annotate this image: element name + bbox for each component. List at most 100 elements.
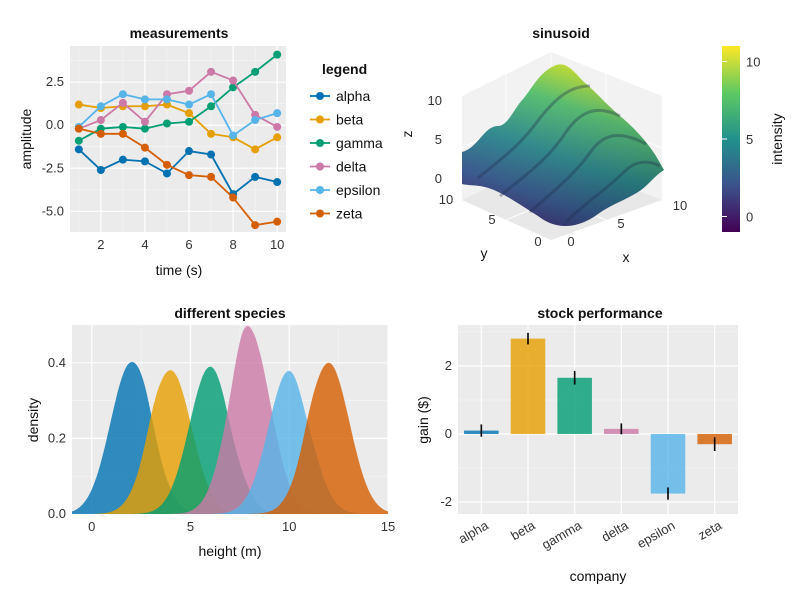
series-line-gamma [78, 53, 278, 142]
surface-x-ticks: 0 5 10 [567, 198, 687, 249]
surface-zlabel: z [399, 131, 415, 138]
y-tick-label: 0.4 [48, 355, 66, 370]
data-point-beta [273, 133, 282, 142]
y-tick-label: 0 [445, 426, 452, 441]
measurements-title: measurements [130, 25, 229, 41]
y-tick-label: -2.5 [42, 160, 64, 175]
y-tick-label: 2 [445, 358, 452, 373]
data-point-zeta [96, 129, 105, 138]
data-point-delta [118, 98, 127, 107]
data-point-gamma [162, 119, 171, 128]
colorbar-tick-label: 5 [746, 132, 753, 147]
data-point-zeta [74, 124, 83, 133]
data-point-gamma [140, 124, 149, 133]
data-point-zeta [162, 160, 171, 169]
species-title: different species [174, 305, 285, 321]
legend-label-epsilon: epsilon [336, 182, 380, 198]
data-point-gamma [207, 102, 216, 111]
data-point-alpha [96, 166, 105, 174]
data-point-zeta [251, 221, 260, 230]
colorbar [722, 46, 740, 232]
data-point-gamma [118, 122, 127, 131]
data-point-zeta [118, 129, 127, 138]
surface-xlabel: x [623, 249, 630, 265]
x-tick-label-zeta: zeta [695, 517, 724, 543]
surface-shading [462, 64, 664, 227]
measurements-lines [74, 50, 282, 230]
x-tick-label: 8 [229, 237, 236, 252]
series-line-delta [78, 70, 278, 130]
density-area-delta [72, 325, 388, 514]
data-point-beta [251, 145, 260, 154]
data-point-epsilon [207, 90, 216, 99]
data-point-zeta [229, 193, 238, 202]
y-tick-label: 0.0 [48, 506, 66, 521]
data-point-alpha [273, 178, 282, 187]
x-tick-label: 10 [282, 519, 296, 534]
data-point-delta [96, 116, 105, 125]
x-tick-label: 4 [141, 237, 148, 252]
data-point-zeta [140, 143, 149, 152]
data-point-delta [185, 86, 194, 95]
species-ylabel: density [25, 398, 41, 442]
x-tick-label: 2 [97, 237, 104, 252]
stock-plot-area [458, 325, 738, 514]
data-point-gamma [273, 50, 282, 59]
data-point-gamma [251, 67, 260, 76]
y-tick-label: -5.0 [42, 203, 64, 218]
legend-label-zeta: zeta [336, 206, 363, 222]
surface-ridges [477, 84, 661, 224]
data-point-zeta [207, 172, 216, 181]
species-areas [72, 325, 388, 514]
x-tick-label: 0 [88, 519, 95, 534]
y-tick-label: 0.2 [48, 430, 66, 445]
colorbar-tick-label: 10 [746, 55, 760, 70]
x-tick-label: 0 [567, 234, 574, 249]
data-point-beta [207, 129, 216, 138]
x-tick-label: 5 [617, 216, 624, 231]
data-point-delta [207, 67, 216, 76]
density-area-beta [72, 370, 388, 514]
x-tick-label: 15 [381, 519, 395, 534]
measurements-plot-area [70, 46, 286, 232]
z-tick-label: 5 [435, 132, 442, 147]
y-tick-label: 0 [534, 234, 541, 249]
y-tick-label: -2 [440, 494, 452, 509]
sinusoid-title: sinusoid [532, 25, 590, 41]
x-tick-label: 6 [185, 237, 192, 252]
data-point-epsilon [162, 95, 171, 104]
stock-panel: stock performance 2 0 -2 alpha beta gamma delt… [415, 305, 738, 584]
data-point-alpha [74, 145, 83, 154]
surface-ylabel: y [481, 245, 488, 261]
legend-title: legend [322, 61, 367, 77]
data-point-alpha [207, 150, 216, 159]
legend-label-gamma: gamma [336, 135, 383, 151]
data-point-alpha [140, 157, 149, 166]
data-point-beta [74, 100, 83, 109]
legend-key-point [316, 209, 324, 218]
series-line-alpha [78, 148, 278, 196]
series-line-beta [78, 103, 278, 151]
measurements-panel: measurements 2 4 6 8 10 2.5 0.0 -2.5 -5.0 time (… [18, 25, 383, 278]
data-point-gamma [229, 83, 238, 92]
bar-epsilon [650, 433, 686, 494]
data-point-zeta [185, 171, 194, 180]
stock-bars [464, 332, 732, 500]
y-tick-label: 0.0 [46, 117, 64, 132]
data-point-gamma [185, 117, 194, 126]
y-tick-label: 5 [488, 212, 495, 227]
data-point-delta [229, 76, 238, 85]
x-tick-label: 10 [673, 198, 687, 213]
data-point-epsilon [185, 100, 194, 109]
x-tick-label-delta: delta [599, 517, 632, 544]
stock-title: stock performance [537, 305, 662, 321]
data-point-alpha [251, 172, 260, 181]
data-point-delta [273, 122, 282, 131]
bar-gamma [557, 377, 592, 434]
density-area-zeta [72, 362, 388, 514]
x-tick-label-alpha: alpha [456, 517, 492, 546]
stock-ylabel: gain ($) [415, 396, 431, 443]
data-point-epsilon [118, 90, 127, 99]
